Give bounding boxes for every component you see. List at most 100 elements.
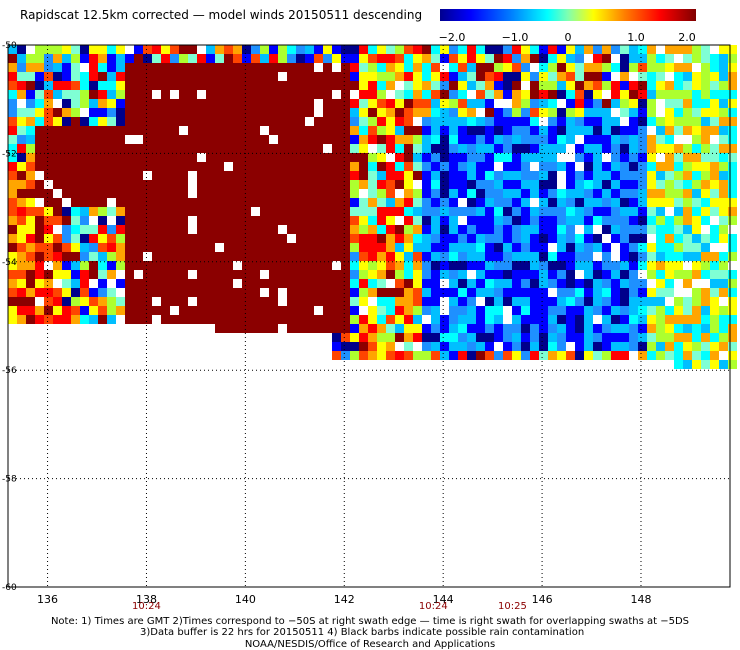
swath-cell [161, 54, 170, 63]
swath-cell [314, 216, 323, 225]
swath-cell [548, 333, 557, 342]
swath-cell [647, 54, 656, 63]
swath-cell [269, 198, 278, 207]
swath-cell [638, 99, 647, 108]
swath-cell [98, 171, 107, 180]
swath-cell [143, 279, 152, 288]
swath-cell [152, 189, 161, 198]
swath-cell [395, 297, 404, 306]
swath-cell [134, 297, 143, 306]
swath-cell [575, 45, 584, 54]
swath-cell [467, 333, 476, 342]
swath-cell [395, 207, 404, 216]
swath-cell [242, 81, 251, 90]
swath-cell [521, 90, 530, 99]
swath-cell [557, 126, 566, 135]
swath-cell [647, 63, 656, 72]
swath-cell [638, 90, 647, 99]
swath-cell [107, 189, 116, 198]
swath-cell [152, 108, 161, 117]
swath-cell [44, 135, 53, 144]
swath-cell [647, 81, 656, 90]
swath-cell [404, 207, 413, 216]
swath-cell [386, 63, 395, 72]
swath-cell [152, 144, 161, 153]
swath-cell [512, 324, 521, 333]
swath-cell [314, 252, 323, 261]
swath-cell [296, 171, 305, 180]
swath-cell [629, 171, 638, 180]
swath-cell [719, 108, 728, 117]
swath-cell [26, 315, 35, 324]
swath-cell [674, 108, 683, 117]
swath-cell [26, 180, 35, 189]
swath-cell [296, 324, 305, 333]
swath-cell [350, 216, 359, 225]
swath-cell [683, 117, 692, 126]
swath-cell [17, 306, 26, 315]
swath-cell [332, 252, 341, 261]
lon-tick-label: 144 [433, 593, 454, 606]
swath-cell [485, 270, 494, 279]
swath-cell [71, 225, 80, 234]
swath-cell [566, 279, 575, 288]
swath-cell [251, 306, 260, 315]
swath-cell [179, 216, 188, 225]
swath-cell [665, 117, 674, 126]
swath-cell [665, 243, 674, 252]
swath-cell [350, 225, 359, 234]
swath-cell [134, 315, 143, 324]
swath-cell [161, 126, 170, 135]
swath-cell [89, 144, 98, 153]
swath-cell [242, 180, 251, 189]
swath-cell [701, 198, 710, 207]
swath-cell [512, 81, 521, 90]
swath-cell [278, 45, 287, 54]
swath-cell [242, 117, 251, 126]
swath-cell [377, 135, 386, 144]
swath-cell [620, 126, 629, 135]
swath-cell [278, 198, 287, 207]
swath-cell [638, 171, 647, 180]
swath-cell [377, 180, 386, 189]
swath-cell [701, 360, 710, 369]
swath-cell [467, 54, 476, 63]
swath-cell [305, 135, 314, 144]
swath-cell [386, 315, 395, 324]
swath-cell [413, 153, 422, 162]
swath-cell [332, 342, 341, 351]
swath-cell [719, 306, 728, 315]
swath-cell [215, 63, 224, 72]
swath-cell [269, 252, 278, 261]
swath-cell [62, 153, 71, 162]
swath-cell [701, 54, 710, 63]
swath-cell [692, 207, 701, 216]
swath-cell [566, 117, 575, 126]
swath-cell [404, 315, 413, 324]
swath-cell [26, 198, 35, 207]
swath-cell [8, 117, 17, 126]
swath-cell [296, 54, 305, 63]
swath-cell [71, 261, 80, 270]
swath-cell [314, 180, 323, 189]
swath-cell [377, 126, 386, 135]
swath-cell [359, 225, 368, 234]
swath-cell [305, 63, 314, 72]
swath-cell [368, 342, 377, 351]
swath-cell [341, 324, 350, 333]
swath-cell [458, 72, 467, 81]
swath-cell [278, 306, 287, 315]
swath-cell [548, 54, 557, 63]
swath-cell [620, 324, 629, 333]
swath-cell [278, 135, 287, 144]
swath-cell [674, 63, 683, 72]
swath-cell [692, 270, 701, 279]
swath-cell [116, 81, 125, 90]
swath-cell [332, 207, 341, 216]
swath-cell [26, 108, 35, 117]
swath-cell [431, 243, 440, 252]
swath-cell [143, 63, 152, 72]
swath-cell [260, 63, 269, 72]
swath-cell [521, 297, 530, 306]
swath-cell [665, 54, 674, 63]
